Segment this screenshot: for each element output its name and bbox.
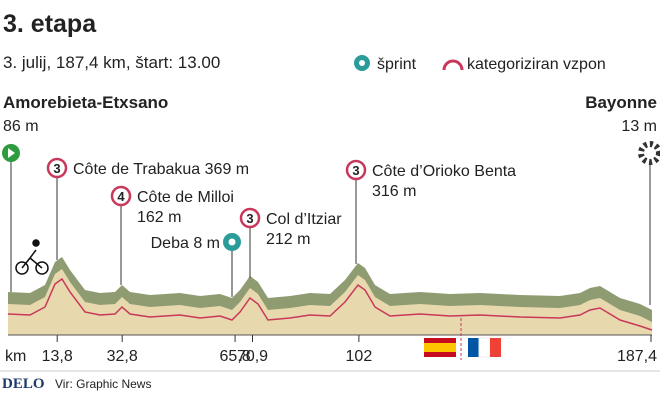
source: Vir: Graphic News bbox=[55, 377, 151, 391]
flag-france bbox=[468, 338, 479, 357]
flag-france-band bbox=[478, 337, 491, 358]
climb-label: 212 m bbox=[266, 231, 310, 248]
start-name: Amorebieta-Etxsano bbox=[3, 93, 168, 112]
sprint-label: Deba 8 m bbox=[151, 235, 220, 252]
climb-icon bbox=[442, 59, 464, 71]
climb-label: 316 m bbox=[372, 183, 416, 200]
climb-label: Côte d’Orioko Benta bbox=[372, 163, 516, 180]
sprint-marker-core bbox=[228, 238, 236, 246]
climb-marker bbox=[239, 207, 261, 229]
legend-sprint: šprint bbox=[377, 56, 417, 73]
finish-icon bbox=[638, 141, 660, 165]
climb-category: 3 bbox=[53, 161, 60, 176]
title: 3. etapa bbox=[3, 10, 97, 38]
km-tick-label: 102 bbox=[346, 348, 373, 365]
flag-spain-band bbox=[424, 343, 456, 352]
legend-climb: kategoriziran vzpon bbox=[467, 56, 606, 73]
climb-category: 3 bbox=[352, 163, 359, 178]
climb-category: 4 bbox=[117, 189, 125, 204]
climb-label: Côte de Trabakua 369 m bbox=[73, 161, 249, 178]
flag-france-band bbox=[490, 338, 501, 357]
profile-ground bbox=[8, 269, 652, 335]
climb-label: Col d’Itziar bbox=[266, 211, 342, 228]
finish-altitude: 13 m bbox=[621, 118, 657, 135]
km-tick-label: 32,8 bbox=[107, 348, 138, 365]
km-unit: km bbox=[5, 348, 26, 365]
cyclist-icon bbox=[15, 239, 49, 275]
start-altitude: 86 m bbox=[3, 118, 39, 135]
km-tick-label: 70,9 bbox=[237, 348, 268, 365]
climb-marker bbox=[110, 185, 132, 207]
finish-name: Bayonne bbox=[585, 93, 657, 112]
km-tick-label: 65,8 bbox=[219, 348, 250, 365]
km-tick-label: 187,4 bbox=[617, 348, 657, 365]
km-tick-label: 13,8 bbox=[42, 348, 73, 365]
climb-category: 3 bbox=[246, 211, 253, 226]
start-play bbox=[8, 148, 15, 158]
climb-marker bbox=[46, 157, 68, 179]
climb-marker bbox=[345, 159, 367, 181]
subtitle: 3. julij, 187,4 km, štart: 13.00 bbox=[3, 53, 220, 72]
climb-label: 162 m bbox=[137, 209, 181, 226]
profile-line bbox=[7, 277, 653, 331]
sprint-icon-core bbox=[359, 60, 365, 66]
logo: DELO bbox=[2, 376, 45, 392]
climb-label: Côte de Milloi bbox=[137, 189, 234, 206]
